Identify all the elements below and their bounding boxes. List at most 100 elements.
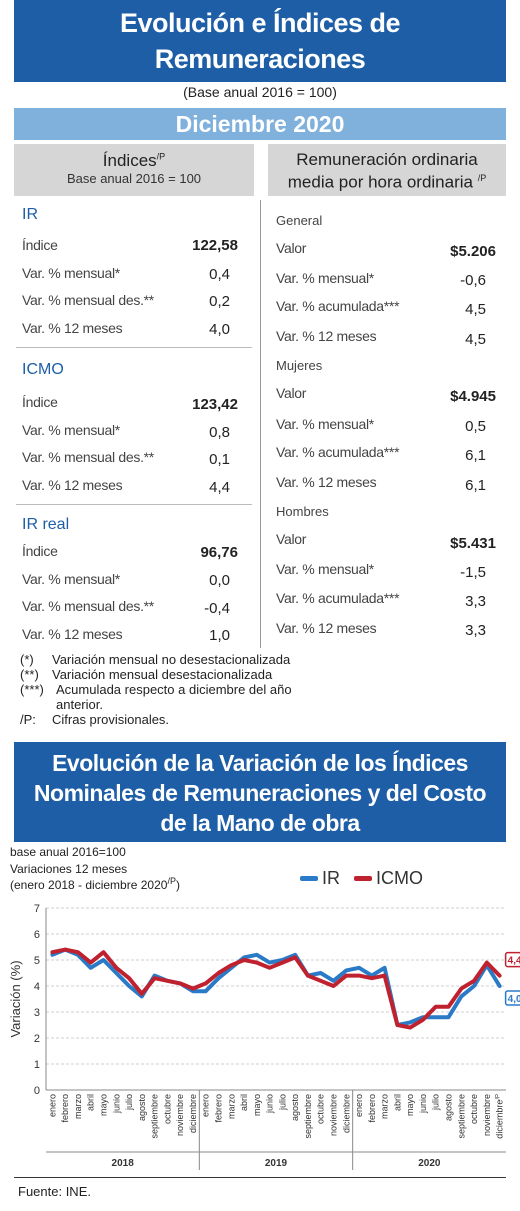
indices-title-sup: /P [156, 151, 166, 162]
x-tick-label: enero [354, 1094, 364, 1117]
hombres-row-label: Var. % mensual* [276, 561, 374, 577]
footnote-key: /P: [20, 712, 36, 727]
chart-subtitle1: Variaciones 12 meses [10, 862, 128, 876]
mujeres-row-value: 6,1 [465, 447, 486, 464]
icmo-row-label: Var. % 12 meses [22, 477, 123, 493]
x-tick-label: enero [47, 1094, 57, 1117]
end-value-label: 4,0 [508, 994, 520, 1005]
indices-title: Índices [102, 151, 157, 170]
section-title-mujeres: Mujeres [276, 358, 323, 373]
icmo-row-label: Var. % mensual des.** [22, 449, 154, 465]
general-row-value: -0,6 [460, 272, 486, 289]
legend-label-icmo: ICMO [376, 868, 423, 888]
section-title-general: General [276, 213, 323, 228]
year-label: 2020 [418, 1158, 441, 1169]
x-tick-label: diciembre/P [495, 1094, 505, 1139]
general-row-value: 4,5 [465, 301, 486, 318]
x-tick-label: febrero [60, 1094, 70, 1123]
x-tick-label: febrero [367, 1094, 377, 1123]
main-title-line1: Evolución e Índices de Remuneraciones [119, 8, 401, 74]
y-tick-label: 0 [34, 1085, 40, 1097]
x-tick-label: diciembre [341, 1094, 351, 1133]
ir-row-value: 0,2 [209, 293, 230, 310]
period-label: Diciembre 2020 [14, 108, 506, 140]
footnote-text: Variación mensual no desestacionalizada [52, 652, 291, 667]
x-tick-label: agosto [137, 1094, 147, 1121]
x-tick-label: diciembre [188, 1094, 198, 1133]
y-axis-label: Variación (%) [8, 960, 23, 1037]
x-tick-label: septiembre [150, 1094, 160, 1139]
x-tick-label: febrero [214, 1094, 224, 1123]
legend-swatch-ir [300, 876, 318, 881]
icmo-row-value: 0,8 [209, 424, 230, 441]
general-row-value: 4,5 [465, 331, 486, 348]
x-tick-label: mayo [252, 1094, 262, 1116]
ir-real-row-value: 96,76 [200, 544, 238, 561]
footnote-text: Variación mensual desestacionalizada [52, 667, 273, 682]
hombres-row-label: Valor [276, 531, 307, 547]
ir-real-row-value: 0,0 [209, 572, 230, 589]
hombres-row-value: -1,5 [460, 564, 486, 581]
chart-base: base anual 2016=100 [10, 845, 126, 859]
chart-title-line1: Evolución de la Variación de los Índices [52, 750, 468, 776]
ir-real-row-label: Var. % mensual des.** [22, 598, 154, 614]
x-tick-label: octubre [316, 1094, 326, 1124]
x-tick-label: octubre [162, 1094, 172, 1124]
x-tick-label: noviembre [482, 1094, 492, 1136]
remuneracion-title-line2: media por hora ordinaria [287, 172, 473, 192]
footnote-text: Acumulada respecto a diciembre del año a… [56, 682, 292, 712]
hombres-row-label: Var. % 12 meses [276, 620, 377, 636]
remuneracion-title-line1: Remuneración ordinaria [296, 150, 478, 169]
base-year-note: (Base anual 2016 = 100) [183, 84, 337, 100]
ir-real-row-value: -0,4 [204, 600, 230, 617]
x-tick-label: mayo [99, 1094, 109, 1116]
x-tick-label: agosto [444, 1094, 454, 1121]
end-value-box [504, 990, 520, 1006]
y-tick-label: 5 [34, 955, 40, 967]
indices-panel-header: Índices/P Base anual 2016 = 100 [14, 144, 254, 196]
hombres-row-value: 3,3 [465, 622, 486, 639]
chart-title-banner: Evolución de la Variación de los Índices… [14, 742, 506, 842]
footnote: (*) Variación mensual no desestacionaliza… [20, 652, 340, 667]
x-tick-label: junio [111, 1094, 121, 1114]
icmo-row-value: 4,4 [209, 479, 230, 496]
mujeres-row-label: Var. % 12 meses [276, 474, 377, 490]
mujeres-row-value: $4.945 [450, 388, 496, 405]
bottom-rule [14, 1177, 506, 1178]
legend-swatch-icmo [354, 876, 372, 881]
chart-title-line3: de la Mano de obra [160, 810, 360, 836]
year-label: 2019 [265, 1158, 288, 1169]
ir-row-value: 4,0 [209, 321, 230, 338]
footnote: (**) Variación mensual desestacionalizada [20, 667, 340, 682]
x-tick-label: abril [239, 1094, 249, 1111]
footnotes: (*) Variación mensual no desestacionaliza… [20, 652, 340, 727]
chart-legend: IR ICMO [296, 868, 423, 889]
ir-real-row-label: Var. % 12 meses [22, 626, 123, 642]
x-tick-label: marzo [226, 1094, 236, 1119]
x-tick-label: septiembre [303, 1094, 313, 1139]
icmo-row-value: 123,42 [192, 396, 238, 413]
x-tick-label: mayo [405, 1094, 415, 1116]
source-note: Fuente: INE. [18, 1184, 91, 1199]
x-tick-label: junio [418, 1094, 428, 1114]
footnote-key: (***) [20, 682, 44, 697]
x-tick-label: marzo [380, 1094, 390, 1119]
y-tick-label: 3 [34, 1007, 40, 1019]
x-tick-label: noviembre [329, 1094, 339, 1136]
hombres-row-label: Var. % acumulada*** [276, 590, 400, 606]
x-tick-label: julio [431, 1094, 441, 1111]
icmo-row-label: Índice [22, 394, 58, 410]
ir-real-row-value: 1,0 [209, 627, 230, 644]
icmo-row-label: Var. % mensual* [22, 422, 120, 438]
chart-subtitle2: (enero 2018 - diciembre 2020 [10, 878, 168, 892]
year-label: 2018 [112, 1158, 135, 1169]
x-tick-label: julio [124, 1094, 134, 1111]
mujeres-row-label: Var. % mensual* [276, 416, 374, 432]
chart-title-line2: Nominales de Remuneraciones y del Costo [33, 780, 487, 806]
indices-subtitle: Base anual 2016 = 100 [66, 171, 202, 186]
legend-label-ir: IR [322, 868, 340, 888]
remuneracion-title-sup: /P [477, 173, 487, 183]
hombres-row-value: 3,3 [465, 593, 486, 610]
ir-row-label: Var. % 12 meses [22, 320, 123, 336]
section-title-icmo: ICMO [22, 361, 64, 378]
